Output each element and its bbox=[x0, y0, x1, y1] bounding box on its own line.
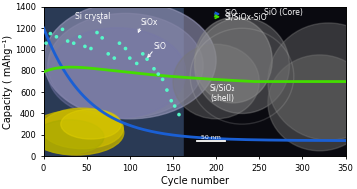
Text: SiOx: SiOx bbox=[140, 18, 157, 27]
Point bbox=[117, 42, 122, 45]
Point bbox=[60, 28, 65, 31]
Bar bbox=[184, 7, 346, 156]
Ellipse shape bbox=[268, 55, 357, 151]
Point bbox=[127, 57, 133, 60]
Point bbox=[176, 113, 182, 116]
Point bbox=[77, 35, 82, 38]
Point bbox=[169, 99, 174, 102]
Ellipse shape bbox=[268, 23, 357, 140]
Point bbox=[134, 62, 140, 65]
Point bbox=[151, 67, 157, 70]
Point bbox=[172, 105, 177, 108]
Point bbox=[164, 89, 170, 92]
Point bbox=[155, 73, 161, 76]
Text: Si crystal: Si crystal bbox=[75, 12, 110, 21]
Text: 50 nm: 50 nm bbox=[201, 135, 221, 140]
Ellipse shape bbox=[48, 13, 203, 118]
Ellipse shape bbox=[41, 108, 123, 149]
Point bbox=[144, 58, 150, 61]
Point bbox=[140, 52, 146, 55]
Y-axis label: Capacity ( mAhg⁻¹): Capacity ( mAhg⁻¹) bbox=[4, 34, 14, 129]
Text: SiO: SiO bbox=[225, 9, 238, 18]
Point bbox=[47, 32, 53, 35]
Point bbox=[99, 36, 105, 39]
Point bbox=[65, 40, 71, 43]
Point bbox=[88, 47, 94, 50]
Ellipse shape bbox=[195, 18, 272, 103]
Point bbox=[43, 42, 49, 45]
Ellipse shape bbox=[44, 2, 216, 119]
Point bbox=[123, 47, 129, 50]
Text: SiO: SiO bbox=[154, 42, 167, 50]
Ellipse shape bbox=[29, 110, 124, 155]
Ellipse shape bbox=[48, 28, 186, 118]
Point bbox=[94, 31, 100, 34]
Ellipse shape bbox=[35, 120, 104, 154]
X-axis label: Cycle number: Cycle number bbox=[161, 176, 228, 186]
Point bbox=[82, 45, 88, 48]
Point bbox=[71, 42, 76, 45]
Point bbox=[160, 78, 165, 81]
Ellipse shape bbox=[195, 18, 290, 114]
Point bbox=[111, 57, 117, 60]
Ellipse shape bbox=[61, 109, 121, 139]
Text: Si/SiO₂
(shell): Si/SiO₂ (shell) bbox=[209, 84, 235, 103]
Ellipse shape bbox=[173, 44, 259, 119]
Point bbox=[54, 35, 59, 38]
Point bbox=[105, 52, 111, 55]
Bar bbox=[44, 7, 184, 156]
Text: Si/SiOx-SiO: Si/SiOx-SiO bbox=[225, 12, 267, 21]
Text: SiO (Core): SiO (Core) bbox=[263, 8, 302, 17]
